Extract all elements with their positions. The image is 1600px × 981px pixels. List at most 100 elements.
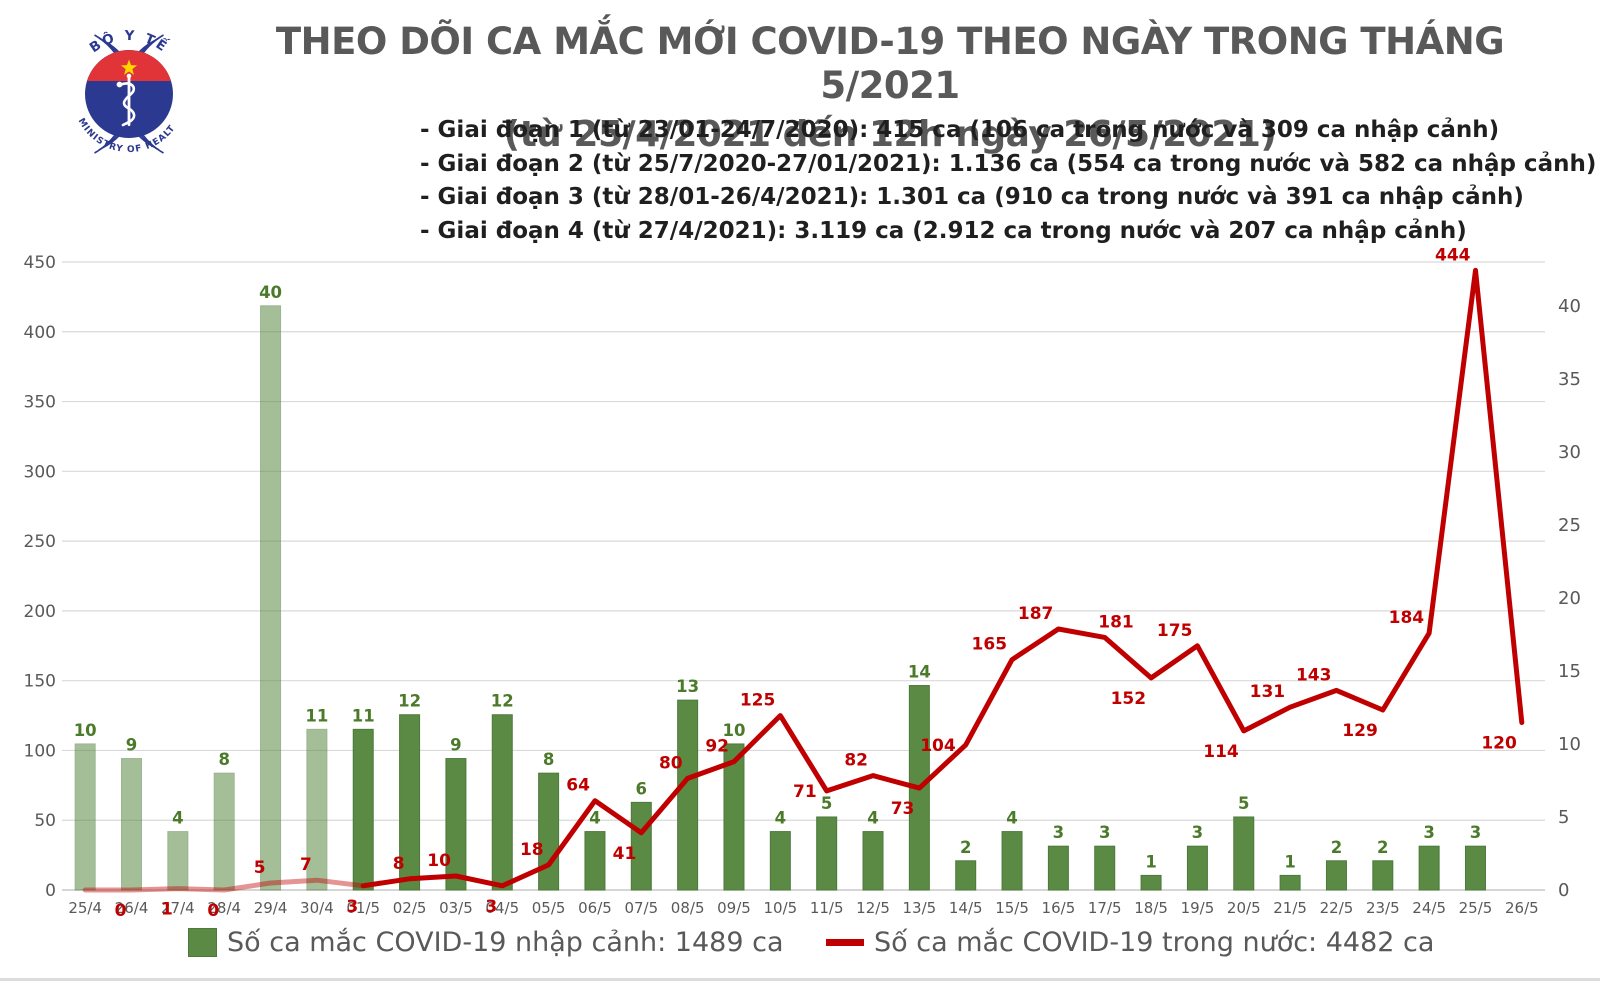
line-value-label: 3 (485, 897, 497, 917)
x-axis-label: 01/5 (346, 899, 380, 917)
x-axis-label: 26/5 (1505, 899, 1539, 917)
chart-legend: Số ca mắc COVID-19 nhập cảnh: 1489 ca Số… (0, 920, 1600, 964)
bar-24/5 (1418, 845, 1440, 891)
bar-value-label: 14 (908, 663, 931, 682)
line-value-label: 104 (920, 736, 956, 756)
bar-30/4 (306, 728, 328, 891)
y-axis-right-label: 0 (1558, 880, 1569, 901)
x-axis-label: 20/5 (1227, 899, 1261, 917)
line-value-label: 71 (793, 782, 817, 802)
bar-03/5 (445, 758, 467, 891)
x-axis-label: 06/5 (578, 899, 612, 917)
y-axis-left-label: 300 (24, 462, 56, 482)
line-value-label: 444 (1435, 245, 1471, 265)
line-value-label: 64 (566, 776, 590, 796)
bar-value-label: 6 (636, 779, 647, 798)
bar-05/5 (538, 772, 560, 891)
line-value-label: 0 (207, 901, 219, 921)
x-axis-label: 30/4 (300, 899, 334, 917)
bar-value-label: 3 (1423, 823, 1434, 842)
y-axis-left-label: 50 (34, 811, 56, 831)
x-axis-label: 16/5 (1042, 899, 1076, 917)
bar-20/5 (1233, 816, 1255, 891)
x-axis-label: 25/4 (68, 899, 102, 917)
line-value-label: 175 (1157, 621, 1193, 641)
x-axis-label: 17/5 (1088, 899, 1122, 917)
x-axis-label: 05/5 (532, 899, 566, 917)
bar-value-label: 8 (218, 750, 229, 769)
bar-04/5 (491, 714, 513, 891)
x-axis-label: 02/5 (393, 899, 427, 917)
line-value-label: 41 (613, 844, 637, 864)
bar-27/4 (167, 831, 189, 891)
x-axis-label: 15/5 (995, 899, 1029, 917)
x-axis-label: 29/4 (254, 899, 288, 917)
x-axis-label: 07/5 (624, 899, 658, 917)
bar-value-label: 11 (305, 706, 328, 725)
line-value-label: 181 (1098, 612, 1134, 632)
line-value-label: 10 (427, 851, 451, 871)
x-axis-label: 04/5 (485, 899, 519, 917)
bars-group (352, 685, 1486, 891)
bar-29/4 (260, 305, 282, 891)
bottom-edge-divider (0, 978, 1600, 981)
x-axis-label: 14/5 (949, 899, 983, 917)
y-axis-left-label: 150 (24, 672, 56, 692)
line-value-label: 80 (659, 753, 683, 773)
x-axis-label: 24/5 (1412, 899, 1446, 917)
bar-value-label: 2 (1331, 838, 1342, 857)
page-subtitle: (từ 25/4/2021 đến 12h ngày 26/5/2021) (503, 114, 1277, 155)
legend-line-swatch-icon (826, 938, 864, 946)
bar-value-label: 10 (723, 721, 746, 740)
line-value-label: 7 (300, 855, 312, 875)
x-axis-label: 27/4 (161, 899, 195, 917)
y-axis-right-label: 40 (1558, 296, 1581, 317)
bar-01/5 (352, 728, 374, 891)
line-value-label: 184 (1389, 608, 1425, 628)
legend-item-domestic: Số ca mắc COVID-19 trong nước: 4482 ca (826, 920, 1434, 964)
bar-16/5 (1047, 845, 1069, 891)
bar-value-label: 3 (1192, 823, 1203, 842)
bar-value-label: 4 (1006, 809, 1017, 828)
x-axis-label: 08/5 (671, 899, 705, 917)
y-axis-left-label: 100 (24, 741, 56, 761)
x-axis-label: 10/5 (763, 899, 797, 917)
bar-value-label: 3 (1470, 823, 1481, 842)
y-axis-right-label: 35 (1558, 369, 1581, 390)
bar-value-label: 5 (821, 794, 832, 813)
x-axis-label: 11/5 (810, 899, 844, 917)
phase-summary: - Giai đoạn 1 (từ 23/01-24/7/2020): 415 … (420, 114, 1596, 248)
bar-02/5 (399, 714, 421, 891)
x-axis-label: 25/5 (1459, 899, 1493, 917)
x-axis-label: 19/5 (1181, 899, 1215, 917)
bar-value-label: 12 (491, 692, 514, 711)
legend-item-imported: Số ca mắc COVID-19 nhập cảnh: 1489 ca (188, 920, 784, 964)
line-value-label: 18 (520, 840, 544, 860)
bar-value-label: 4 (172, 809, 183, 828)
line-value-label: 143 (1296, 665, 1332, 685)
bar-12/5 (862, 831, 884, 891)
y-axis-left-label: 350 (24, 393, 56, 413)
bar-value-label: 4 (867, 809, 878, 828)
bar-22/5 (1325, 860, 1347, 891)
y-axis-left-label: 0 (45, 881, 56, 901)
line-value-label: 129 (1342, 721, 1378, 741)
line-value-label: 1 (161, 900, 173, 920)
y-axis-left-label: 400 (24, 323, 56, 343)
bar-19/5 (1186, 845, 1208, 891)
line-value-label: 131 (1250, 682, 1286, 702)
x-axis-label: 23/5 (1366, 899, 1400, 917)
bar-value-label: 40 (259, 283, 282, 302)
bar-value-label: 12 (398, 692, 421, 711)
bar-value-label: 5 (1238, 794, 1249, 813)
x-axis-label: 13/5 (903, 899, 937, 917)
line-value-label: 3 (346, 897, 358, 917)
bars-faded-group (74, 305, 328, 891)
x-axis-label: 03/5 (439, 899, 473, 917)
legend-bar-swatch-icon (188, 927, 217, 957)
y-axis-right-label: 5 (1558, 807, 1569, 828)
bar-17/5 (1094, 845, 1116, 891)
logo-staff-snake-icon (116, 73, 136, 127)
phase-4-line: - Giai đoạn 4 (từ 27/4/2021): 3.119 ca (… (420, 217, 1467, 244)
